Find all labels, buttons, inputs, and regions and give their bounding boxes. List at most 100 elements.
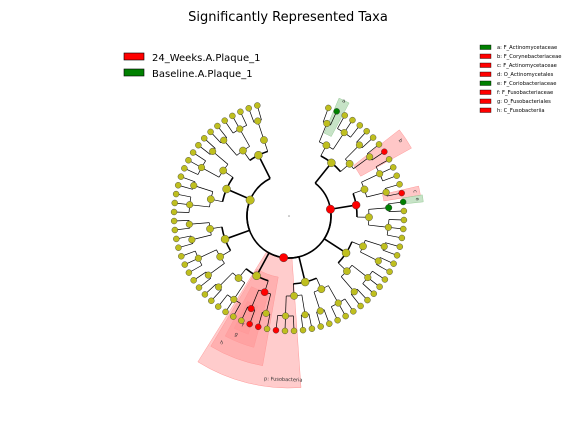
taxon-family-node bbox=[360, 185, 369, 194]
taxon-leaf-node bbox=[381, 276, 389, 283]
legend-swatch-24-weeks bbox=[123, 52, 145, 61]
legend-swatch-baseline bbox=[123, 68, 145, 77]
taxon-genus-node bbox=[376, 170, 384, 178]
clade-label-a: a bbox=[341, 98, 346, 105]
taxon-order-node bbox=[327, 158, 336, 168]
key-text-a: a: F_Actinomycetaceae bbox=[497, 45, 557, 51]
key-swatch-h bbox=[479, 107, 492, 113]
taxon-genus-node bbox=[198, 164, 206, 172]
taxon-genus-node bbox=[204, 271, 212, 279]
taxon-leaf-node bbox=[178, 253, 185, 260]
taxon-genus-node bbox=[194, 254, 202, 262]
taxon-leaf-node bbox=[317, 323, 324, 330]
taxon-leaf-node bbox=[177, 173, 185, 180]
taxon-leaf-node bbox=[214, 303, 222, 310]
taxon-order-node bbox=[222, 184, 231, 194]
taxon-class-node bbox=[245, 195, 255, 205]
taxon-leaf-node bbox=[245, 105, 252, 112]
taxon-leaf-node bbox=[189, 149, 197, 156]
taxon-leaf-node bbox=[190, 277, 197, 284]
taxon-genus-node bbox=[190, 182, 198, 190]
taxon-leaf-node bbox=[357, 302, 364, 310]
taxon-order-node bbox=[220, 234, 230, 244]
taxon-leaf-node bbox=[400, 216, 408, 224]
taxon-leaf-node bbox=[214, 122, 221, 130]
taxon-leaf-node bbox=[171, 199, 178, 207]
taxon-class-node bbox=[326, 204, 335, 214]
taxon-leaf-node bbox=[201, 291, 209, 298]
key-text-c: c: F_Actinomycetaceae bbox=[497, 63, 557, 69]
legend: 24_Weeks.A.Plaque_1 Baseline.A.Plaque_1 bbox=[123, 52, 261, 80]
taxon-genus-node bbox=[380, 242, 388, 250]
taxon-order-node bbox=[341, 248, 351, 258]
taxon-genus-node bbox=[382, 188, 390, 196]
taxon-leaf-node bbox=[263, 325, 271, 333]
taxon-genus-node bbox=[301, 311, 309, 319]
taxon-leaf-node bbox=[396, 181, 403, 188]
taxon-leaf-node bbox=[398, 189, 405, 197]
taxon-leaf-node bbox=[333, 108, 340, 115]
taxon-leaf-node bbox=[375, 141, 383, 148]
taxon-leaf-node bbox=[255, 323, 262, 331]
taxon-leaf-node bbox=[390, 260, 397, 267]
legend-label-baseline: Baseline.A.Plaque_1 bbox=[152, 69, 253, 80]
cladogram-nodes bbox=[170, 102, 408, 335]
taxon-leaf-node bbox=[393, 172, 400, 179]
taxon-genus-node bbox=[334, 299, 342, 307]
taxon-leaf-node bbox=[208, 297, 215, 304]
taxon-leaf-node bbox=[195, 141, 202, 149]
taxon-genus-node bbox=[366, 153, 374, 161]
taxon-genus-node bbox=[316, 307, 324, 315]
key-swatch-f bbox=[479, 89, 492, 95]
taxon-family-node bbox=[260, 288, 269, 296]
taxon-family-node bbox=[365, 213, 373, 222]
key-swatch-d bbox=[479, 71, 492, 77]
taxon-family-node bbox=[260, 136, 268, 144]
taxon-genus-node bbox=[230, 295, 238, 303]
taxon-family-node bbox=[239, 146, 247, 155]
key-swatch-c bbox=[479, 62, 492, 68]
taxon-family-node bbox=[206, 225, 214, 233]
taxon-genus-node bbox=[262, 309, 270, 317]
taxon-leaf-node bbox=[238, 317, 245, 324]
key-text-g: g: O_Fusobacteriales bbox=[497, 99, 551, 105]
taxon-family-node bbox=[206, 195, 215, 203]
taxon-leaf-node bbox=[390, 164, 397, 171]
taxon-leaf-node bbox=[237, 108, 244, 115]
shade-clade-a bbox=[323, 97, 350, 137]
clade-label-f: f bbox=[241, 322, 245, 328]
taxon-leaf-node bbox=[334, 317, 341, 324]
taxon-leaf-node bbox=[325, 104, 332, 112]
figure-title: Significantly Represented Taxa bbox=[188, 10, 388, 25]
taxon-family-node bbox=[317, 285, 326, 293]
taxon-leaf-node bbox=[396, 243, 404, 250]
taxon-genus-node bbox=[355, 141, 363, 149]
taxon-genus-node bbox=[340, 129, 348, 137]
taxon-leaf-node bbox=[341, 112, 348, 119]
taxon-genus-node bbox=[323, 119, 331, 127]
taxon-leaf-node bbox=[386, 268, 393, 275]
taxon-leaf-node bbox=[222, 308, 229, 316]
clade-label-e: e bbox=[414, 197, 420, 201]
taxon-genus-node bbox=[384, 223, 392, 231]
taxon-family-node bbox=[219, 166, 227, 175]
taxon-family-node bbox=[343, 267, 351, 275]
taxon-genus-node bbox=[282, 312, 290, 320]
taxon-family-node bbox=[216, 252, 224, 261]
key-text-d: d: O_Actinomycetales bbox=[497, 72, 554, 78]
taxon-leaf-node bbox=[254, 102, 261, 109]
taxon-leaf-node bbox=[299, 326, 307, 334]
taxon-leaf-node bbox=[369, 134, 377, 141]
taxon-genus-node bbox=[186, 201, 194, 209]
taxon-leaf-node bbox=[174, 182, 182, 189]
clade-label-g: g bbox=[233, 331, 238, 338]
taxon-leaf-node bbox=[170, 217, 178, 225]
key-text-e: e: F_Coriobacteriaceae bbox=[497, 81, 556, 87]
taxon-genus-node bbox=[350, 288, 358, 296]
taxon-leaf-node bbox=[370, 290, 377, 297]
taxon-family-node bbox=[290, 292, 298, 300]
taxon-leaf-node bbox=[342, 312, 349, 320]
taxon-order-node bbox=[254, 151, 263, 160]
taxon-leaf-node bbox=[207, 128, 214, 136]
